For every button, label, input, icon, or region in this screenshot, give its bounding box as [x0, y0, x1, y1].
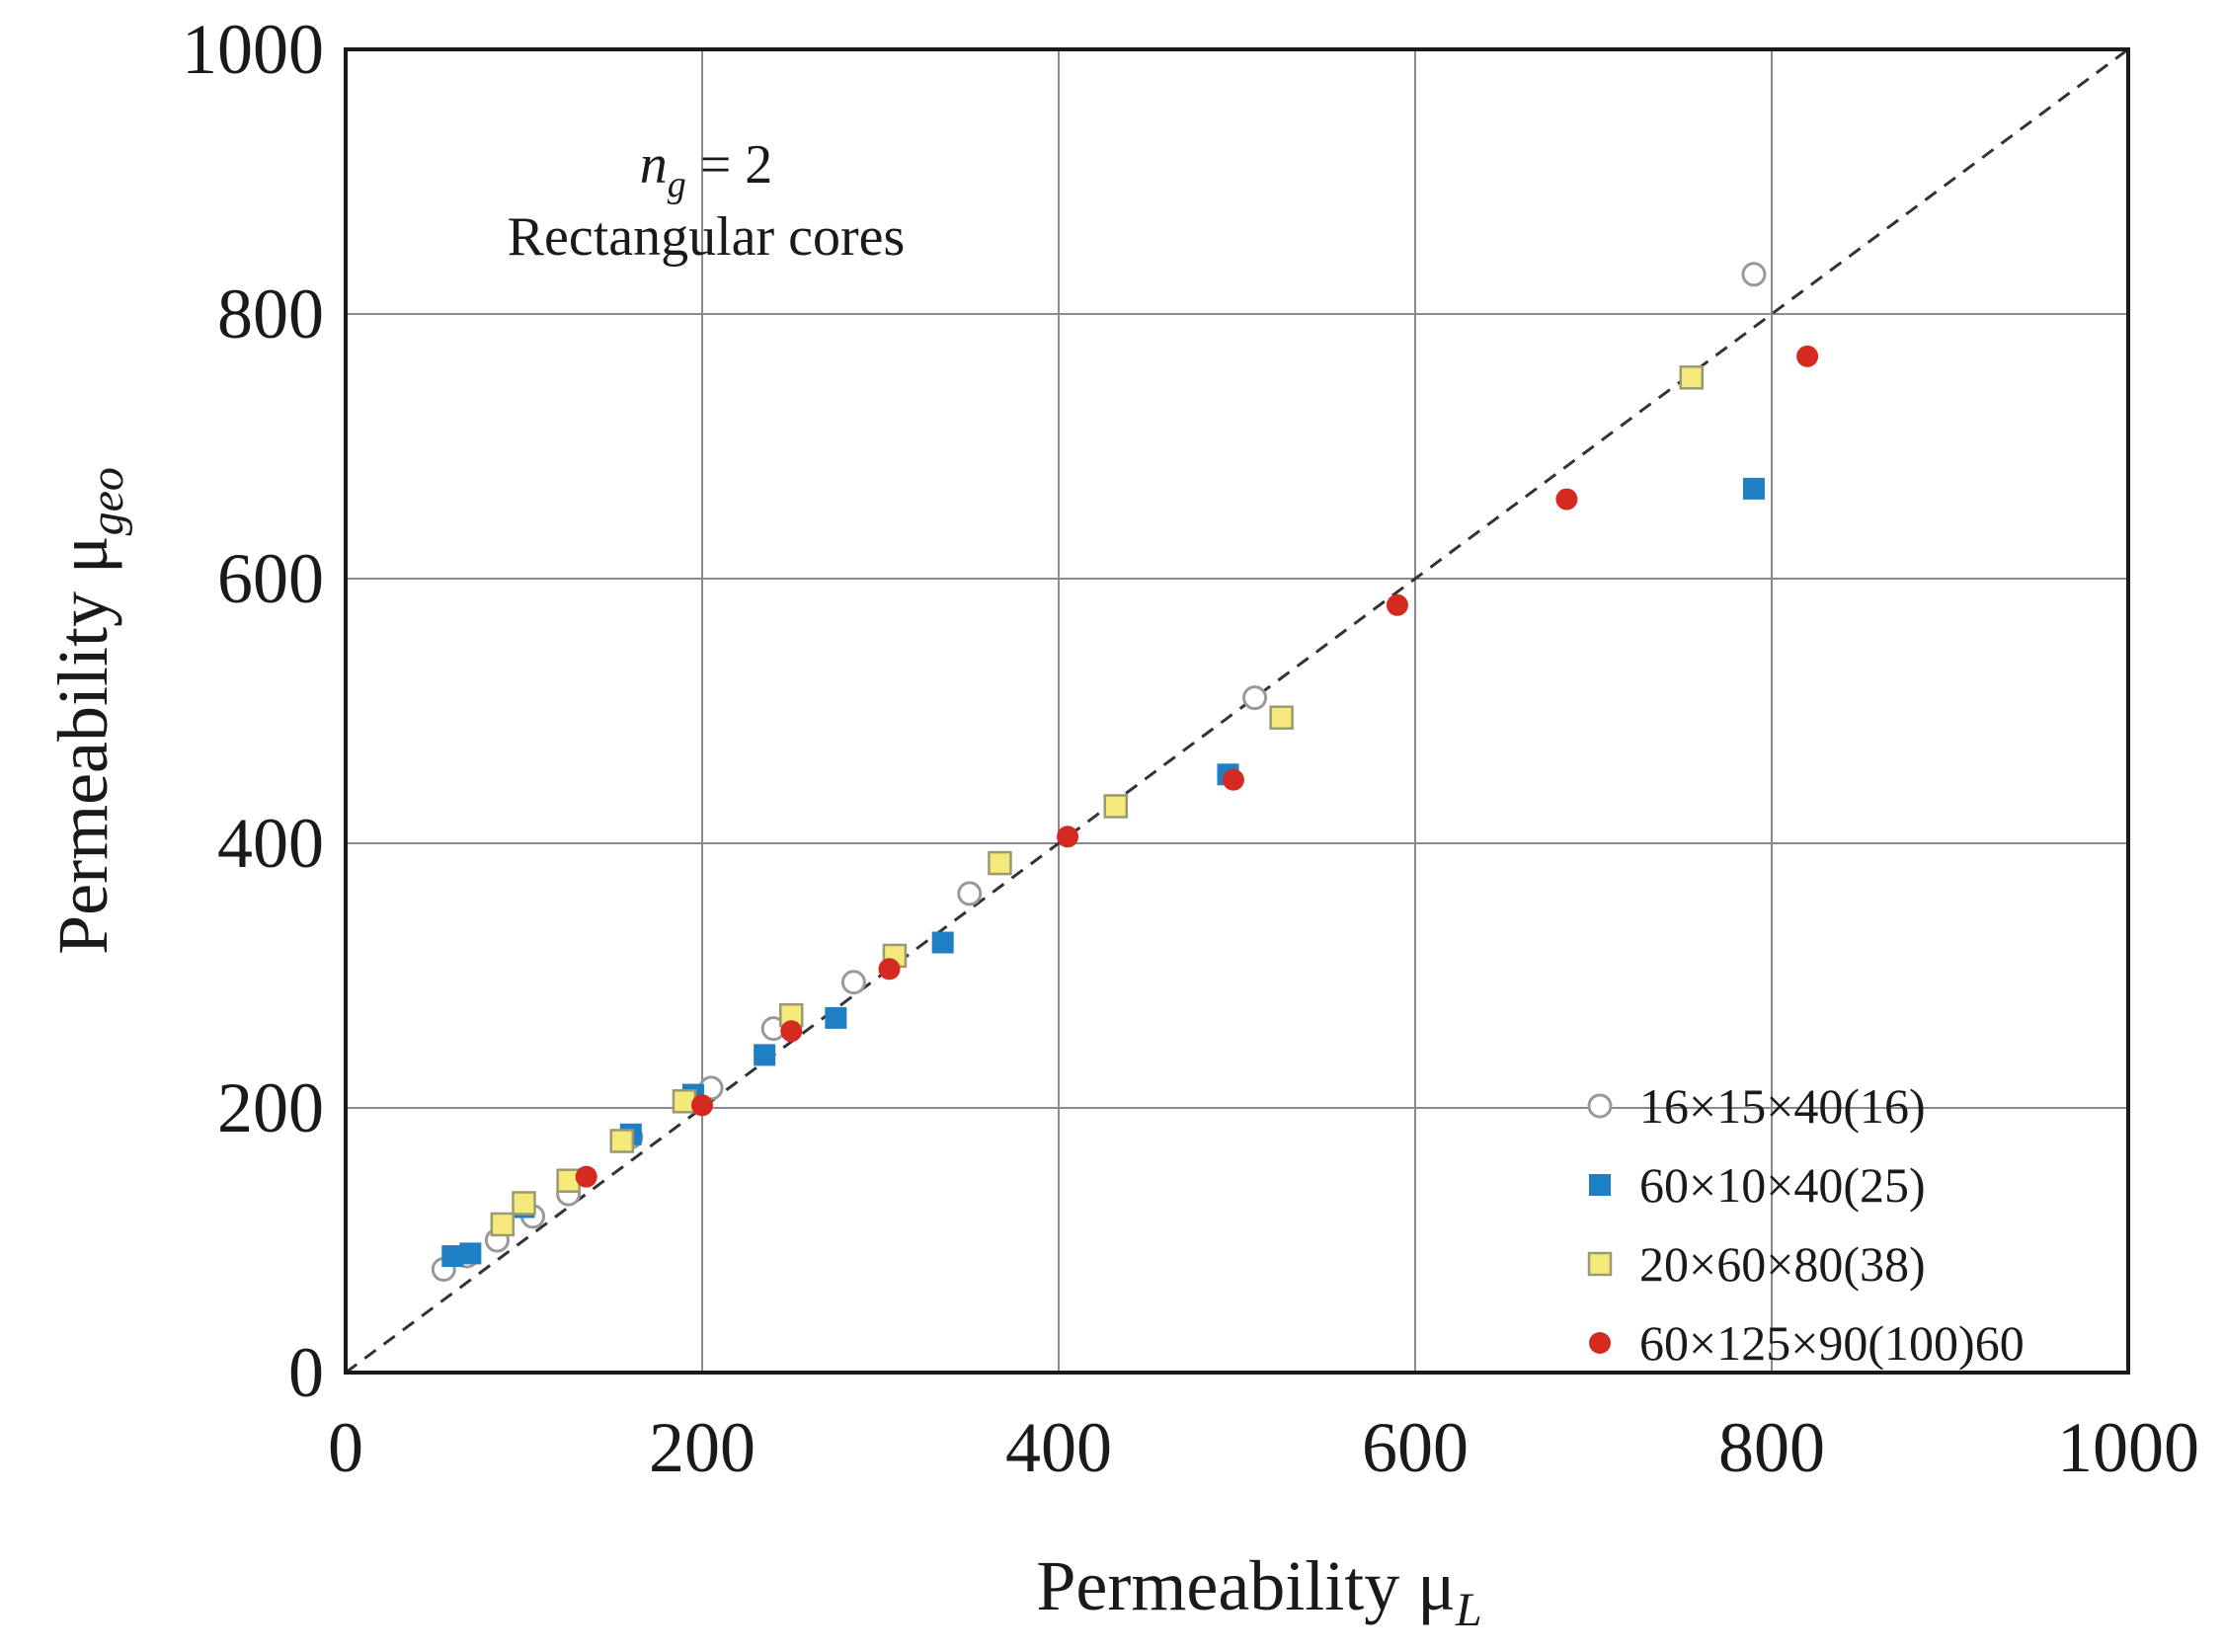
data-point-s1-9: [840, 970, 866, 995]
data-point-s4-6: [1222, 768, 1244, 791]
legend-marker-3: [1587, 1251, 1613, 1277]
series-2: [441, 477, 1765, 1268]
annotation-line1: ng = 2: [640, 134, 773, 205]
plot-frame: [344, 47, 2130, 1375]
y-axis-title: Permeability μgeo: [43, 467, 133, 955]
y-tick-label-800: 800: [217, 275, 324, 354]
y-tick-label-400: 400: [217, 804, 324, 883]
y-tick-label-600: 600: [217, 539, 324, 618]
data-point-s4-5: [1057, 826, 1079, 848]
data-point-s3-4: [609, 1129, 635, 1153]
data-point-s3-10: [1269, 705, 1294, 730]
x-tick-label-800: 800: [1718, 1408, 1825, 1487]
tick-labels: 0 200 400 600 800 1000 0 200 400 600 800 1000: [182, 10, 2199, 1487]
reference-line-y-equals-x: [345, 47, 2129, 1375]
x-tick-label-1000: 1000: [2057, 1408, 2199, 1487]
y-tick-label-0: 0: [288, 1333, 324, 1412]
data-point-s4-3: [780, 1020, 803, 1043]
data-point-s2-1: [441, 1245, 464, 1268]
data-point-s2-10: [1742, 477, 1765, 500]
data-point-s4-2: [691, 1094, 713, 1117]
x-tick-label-600: 600: [1362, 1408, 1469, 1487]
legend-label-2: 60×10×40(25): [1639, 1157, 1926, 1213]
y-tick-label-1000: 1000: [182, 10, 324, 89]
data-point-s1-12: [1741, 262, 1767, 287]
data-point-s3-2: [512, 1191, 536, 1216]
data-points: [431, 262, 1819, 1282]
data-point-s4-9: [1796, 345, 1819, 367]
data-point-s2-2: [459, 1242, 482, 1265]
legend: 16×15×40(16) 60×10×40(25) 20×60×80(38) 60×1…: [1587, 1078, 2025, 1371]
y-tick-label-200: 200: [217, 1068, 324, 1147]
series-4: [575, 345, 1819, 1188]
data-point-s4-7: [1386, 593, 1408, 616]
x-tick-label-200: 200: [649, 1408, 755, 1487]
data-point-s2-7: [825, 1006, 847, 1029]
data-point-s4-4: [878, 958, 901, 981]
data-point-s1-10: [957, 881, 983, 906]
grid-lines: [346, 49, 2128, 1373]
x-tick-label-0: 0: [328, 1408, 363, 1487]
data-point-s3-8: [988, 850, 1012, 876]
data-point-s4-8: [1555, 488, 1578, 511]
legend-label-4: 60×125×90(100)60: [1639, 1315, 2025, 1371]
data-point-s3-11: [1679, 365, 1705, 390]
data-point-s2-8: [931, 931, 954, 954]
data-point-s4-1: [575, 1165, 597, 1188]
legend-marker-1: [1587, 1093, 1613, 1119]
data-point-s3-9: [1103, 794, 1129, 819]
legend-marker-4: [1589, 1332, 1611, 1354]
legend-marker-2: [1589, 1174, 1611, 1196]
legend-label-1: 16×15×40(16): [1639, 1078, 1926, 1134]
data-point-s3-1: [490, 1212, 516, 1237]
x-tick-label-400: 400: [1005, 1408, 1112, 1487]
data-point-s1-11: [1242, 685, 1268, 711]
annotation-line2: Rectangular cores: [508, 206, 906, 268]
series-3: [490, 365, 1705, 1237]
x-axis-title: Permeability μL: [1036, 1546, 1481, 1636]
legend-label-3: 20×60×80(38): [1639, 1236, 1926, 1292]
data-point-s2-6: [754, 1044, 776, 1066]
